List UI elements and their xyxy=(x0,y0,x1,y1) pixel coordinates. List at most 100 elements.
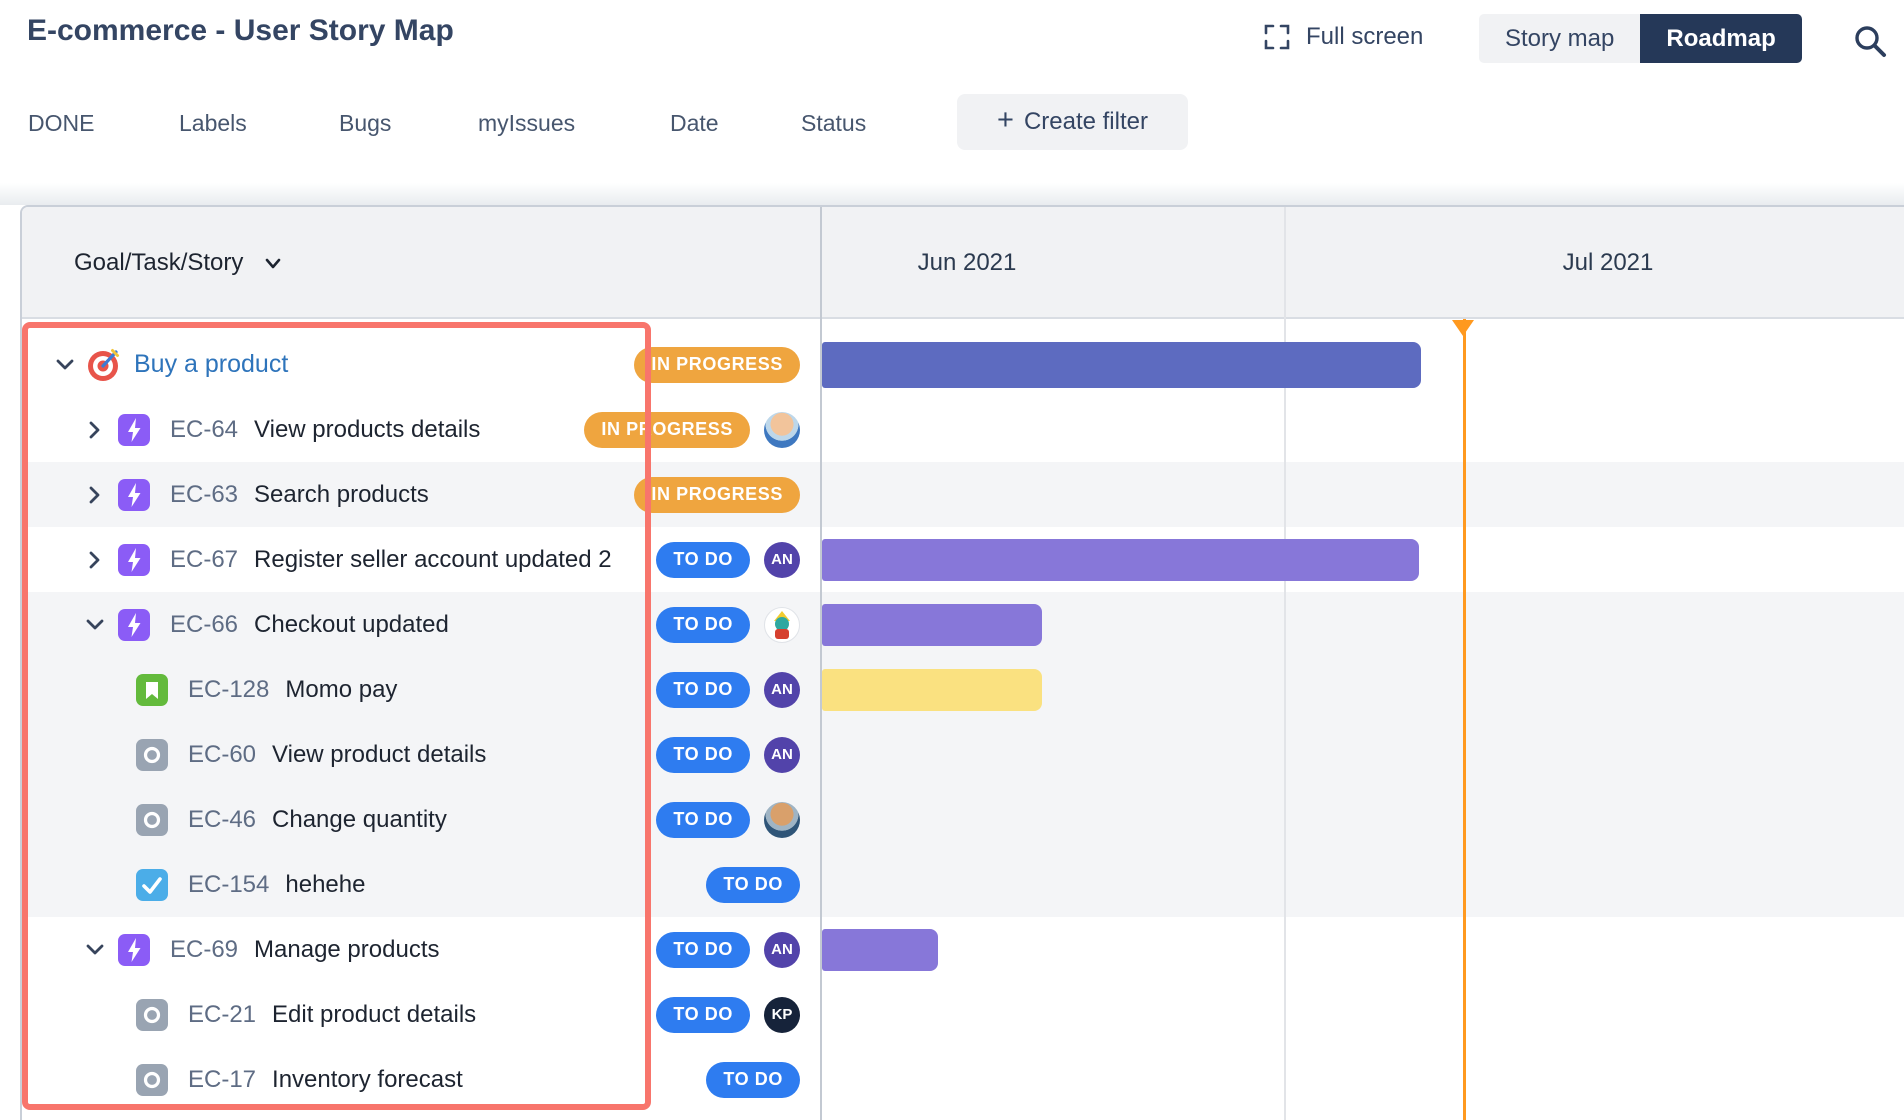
row-expander[interactable] xyxy=(52,352,78,378)
chevron-right-icon xyxy=(89,421,100,438)
create-filter-label: Create filter xyxy=(1023,108,1148,135)
row-left-cell: EC-128 Momo pay xyxy=(22,657,397,722)
task-icon xyxy=(136,868,168,901)
table-row-EC-64[interactable]: EC-64 View products details IN PROGRESS xyxy=(22,397,1904,462)
ring-glyph xyxy=(143,1006,161,1023)
status-cluster: TO DO xyxy=(706,1047,800,1112)
status-badge[interactable]: IN PROGRESS xyxy=(584,411,750,448)
issue-title: Checkout updated xyxy=(254,610,449,638)
timeline-bar-EC-67[interactable] xyxy=(822,539,1419,581)
row-left-cell: EC-64 View products details xyxy=(22,397,480,462)
issue-key: EC-60 xyxy=(188,740,257,768)
filter-item-labels[interactable]: Labels xyxy=(179,110,247,136)
status-badge[interactable]: TO DO xyxy=(656,671,750,708)
timeline-bar-EC-69[interactable] xyxy=(822,929,938,971)
avatar-initials-an[interactable]: AN xyxy=(764,931,800,968)
avatar-initials-kp[interactable]: KP xyxy=(764,996,800,1033)
issue-key: EC-17 xyxy=(188,1065,257,1093)
status-badge[interactable]: TO DO xyxy=(656,996,750,1033)
issue-title: Search products xyxy=(254,480,429,508)
checkmark-glyph xyxy=(142,876,162,894)
page-title: E-commerce - User Story Map xyxy=(27,14,454,47)
subtask-icon xyxy=(136,998,168,1031)
search-icon xyxy=(1855,26,1886,57)
status-badge[interactable]: TO DO xyxy=(656,801,750,838)
row-left-cell: EC-21 Edit product details xyxy=(22,982,476,1047)
status-badge[interactable]: TO DO xyxy=(656,541,750,578)
row-expander[interactable] xyxy=(82,417,108,443)
row-expander[interactable] xyxy=(82,937,108,963)
bookmark-glyph xyxy=(146,681,158,699)
timeline-bar-goal[interactable] xyxy=(822,342,1421,388)
avatar-photo[interactable] xyxy=(764,411,800,448)
create-filter-button[interactable]: + Create filter xyxy=(957,94,1188,150)
avatar-initials-an[interactable]: AN xyxy=(764,541,800,578)
column-header-goal-task-story[interactable]: Goal/Task/Story xyxy=(74,207,285,319)
fullscreen-icon xyxy=(1264,24,1290,50)
status-badge[interactable]: IN PROGRESS xyxy=(634,476,800,513)
row-left-cell: EC-66 Checkout updated xyxy=(22,592,449,657)
table-row-EC-46[interactable]: EC-46 Change quantity TO DO xyxy=(22,787,1904,852)
status-badge[interactable]: TO DO xyxy=(656,606,750,643)
issue-key: EC-154 xyxy=(188,870,270,898)
chevron-down-icon xyxy=(56,359,74,369)
avatar-initials-an[interactable]: AN xyxy=(764,736,800,773)
status-badge[interactable]: TO DO xyxy=(706,1061,800,1098)
avatar-initials-an[interactable]: AN xyxy=(764,671,800,708)
table-row-EC-21[interactable]: EC-21 Edit product details TO DO KP xyxy=(22,982,1904,1047)
timeline-bar-EC-128[interactable] xyxy=(822,669,1042,711)
column-header-label: Goal/Task/Story xyxy=(74,249,244,276)
today-marker-triangle xyxy=(1452,320,1474,336)
chevron-down-icon xyxy=(86,944,104,954)
tab-story-map[interactable]: Story map xyxy=(1479,14,1641,63)
issue-title: hehehe xyxy=(285,870,366,898)
full-screen-button[interactable]: Full screen xyxy=(1262,22,1423,52)
today-marker-line xyxy=(1463,319,1466,1120)
row-expander[interactable] xyxy=(82,547,108,573)
lightning-bolt-glyph xyxy=(128,547,141,572)
filter-item-date[interactable]: Date xyxy=(670,110,719,136)
table-row-EC-17[interactable]: EC-17 Inventory forecast TO DO xyxy=(22,1047,1904,1112)
filter-item-myissues[interactable]: myIssues xyxy=(478,110,576,136)
subtask-icon xyxy=(136,803,168,836)
issue-title: Inventory forecast xyxy=(272,1065,463,1093)
table-row-EC-67[interactable]: EC-67 Register seller account updated 2 TO… xyxy=(22,527,1904,592)
issue-key: EC-46 xyxy=(188,805,257,833)
target-glyph xyxy=(88,348,119,381)
goal-title-link[interactable]: Buy a product xyxy=(134,350,289,378)
status-badge[interactable]: TO DO xyxy=(656,931,750,968)
status-badge[interactable]: TO DO xyxy=(706,866,800,903)
table-row-EC-63[interactable]: EC-63 Search products IN PROGRESS xyxy=(22,462,1904,527)
avatar-photo[interactable] xyxy=(764,801,800,838)
row-left-cell: EC-60 View product details xyxy=(22,722,486,787)
tab-roadmap[interactable]: Roadmap xyxy=(1640,14,1802,63)
issue-key: EC-67 xyxy=(170,545,239,573)
ring-glyph xyxy=(143,811,161,828)
row-left-cell: EC-154 hehehe xyxy=(22,852,365,917)
table-row-EC-69[interactable]: EC-69 Manage products TO DO AN xyxy=(22,917,1904,982)
row-left-cell: EC-67 Register seller account updated 2 xyxy=(22,527,612,592)
table-row-goal[interactable]: Buy a product IN PROGRESS xyxy=(22,332,1904,397)
issue-key: EC-69 xyxy=(170,935,239,963)
row-expander[interactable] xyxy=(82,612,108,638)
status-cluster: IN PROGRESS xyxy=(634,332,800,397)
search-button[interactable] xyxy=(1851,22,1889,65)
avatar-character[interactable] xyxy=(764,606,800,643)
issue-title: Register seller account updated 2 xyxy=(254,545,612,573)
filter-item-status[interactable]: Status xyxy=(801,110,867,136)
table-row-EC-154[interactable]: EC-154 hehehe TO DO xyxy=(22,852,1904,917)
row-left-cell: EC-69 Manage products xyxy=(22,917,439,982)
row-left-cell: EC-63 Search products xyxy=(22,462,429,527)
ring-glyph xyxy=(143,1071,161,1088)
status-badge[interactable]: IN PROGRESS xyxy=(634,346,800,383)
status-cluster: IN PROGRESS xyxy=(634,462,800,527)
subtask-icon xyxy=(136,1063,168,1096)
row-expander[interactable] xyxy=(82,482,108,508)
issue-key: EC-63 xyxy=(170,480,239,508)
table-row-EC-60[interactable]: EC-60 View product details TO DO AN xyxy=(22,722,1904,787)
filter-item-bugs[interactable]: Bugs xyxy=(339,110,392,136)
filter-item-done[interactable]: DONE xyxy=(28,110,95,136)
timeline-bar-EC-66[interactable] xyxy=(822,604,1042,646)
status-badge[interactable]: TO DO xyxy=(656,736,750,773)
